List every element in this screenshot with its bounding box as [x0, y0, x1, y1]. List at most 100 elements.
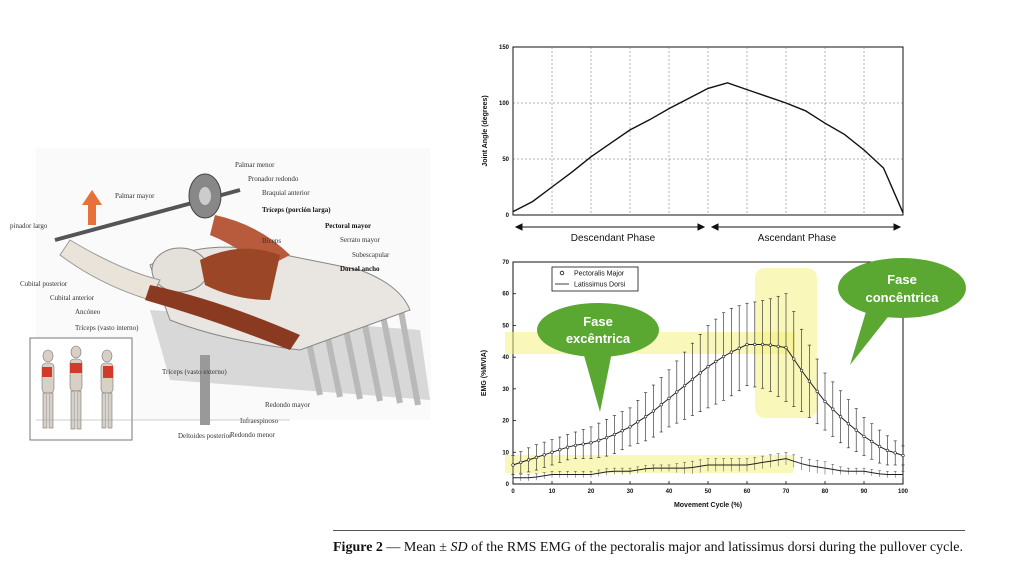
emg-xtick-label: 0 — [511, 489, 515, 495]
caption-prefix: Figure 2 — [333, 540, 383, 555]
pectoralis-point — [737, 346, 741, 350]
joint-angle-ytick-label: 150 — [499, 45, 510, 51]
caption-text: — Mean ± — [382, 540, 451, 555]
pectoralis-point — [760, 342, 765, 347]
pectoralis-point — [862, 434, 866, 439]
emg-ytick-label: 60 — [502, 292, 509, 298]
emg-xtick-label: 80 — [822, 489, 829, 495]
emg-xtick-label: 60 — [744, 489, 751, 495]
pectoralis-point — [558, 448, 562, 452]
pectoralis-point — [815, 389, 819, 393]
anatomy-label-right: Dorsal ancho — [340, 265, 380, 273]
emg-legend: Pectoralis Major Latissimus Dorsi — [551, 266, 639, 292]
pectoralis-point — [667, 396, 671, 400]
legend-label-pectoralis: Pectoralis Major — [574, 271, 625, 278]
pectoralis-point — [620, 429, 624, 433]
pectoralis-point — [831, 407, 835, 411]
pectoralis-point — [581, 442, 585, 446]
caption-rule — [333, 530, 965, 531]
emg-ytick-label: 30 — [502, 387, 509, 393]
emg-xticks: 0 10 20 30 40 50 60 70 80 90 100 — [511, 481, 909, 495]
joint-angle-ylabel: Joint Angle (degrees) — [482, 95, 489, 166]
anatomy-label-right: Palmar menor — [235, 161, 275, 169]
bench-leg — [200, 355, 210, 425]
emg-xtick-label: 70 — [783, 489, 790, 495]
pectoralis-point — [885, 448, 890, 452]
pectoralis-point — [753, 342, 757, 347]
caption-sd: SD — [450, 540, 468, 555]
joint-angle-line — [512, 82, 904, 214]
pectoralis-point — [823, 399, 827, 404]
emg-xtick-label: 10 — [549, 489, 556, 495]
anatomy-label-right: Braquial anterior — [262, 189, 310, 197]
anatomy-label-left: Tríceps (vasto interno) — [75, 324, 139, 332]
pectoralis-point — [526, 458, 531, 462]
emg-ytick-label: 40 — [502, 355, 509, 361]
pectoralis-point — [745, 342, 749, 347]
pectoralis-point — [643, 415, 648, 419]
emg-ytick-label: 10 — [502, 450, 509, 456]
pectoralis-point — [550, 450, 554, 454]
anatomy-labels-left: Palmar mayor pinador largo Cubital posteri… — [10, 192, 232, 440]
pectoralis-point — [714, 359, 718, 364]
concentric-bubble-text-2: concêntrica — [866, 290, 940, 305]
pectoralis-point — [612, 432, 617, 437]
pectoralis-point — [565, 445, 570, 449]
anatomy-labels-right: Palmar menor Pronador redondo Braquial ant… — [230, 161, 390, 439]
pectoralis-point — [675, 390, 679, 394]
pectoralis-point — [636, 420, 640, 424]
pectoralis-markers — [511, 342, 905, 467]
pectoralis-point — [784, 346, 788, 350]
pectoralis-point — [690, 377, 695, 381]
latissimus-line — [513, 458, 903, 479]
eccentric-bubble-text: Fase — [583, 314, 613, 329]
emg-ytick-label: 20 — [502, 419, 509, 425]
pectoralis-point — [776, 344, 780, 348]
ascendant-phase-label: Ascendant Phase — [758, 233, 837, 244]
concentric-bubble-body — [838, 258, 966, 318]
barbell-hub — [199, 187, 211, 205]
pectoralis-point — [838, 415, 843, 419]
emg-yticks: 0 10 20 30 40 50 60 70 — [502, 260, 516, 488]
pectoralis-point — [542, 453, 546, 457]
emg-ytick-label: 50 — [502, 323, 509, 329]
head — [151, 247, 209, 293]
pectoralis-point — [604, 436, 609, 440]
eccentric-bubble-text-2: excêntrica — [566, 331, 631, 346]
anatomy-label-left: Cubital anterior — [50, 294, 95, 302]
anatomy-label-left: Ancóneo — [75, 308, 101, 316]
eccentric-bubble: Fase excêntrica — [537, 303, 659, 412]
pectoralis-point — [651, 409, 656, 413]
pectoralis-point — [628, 425, 632, 429]
pectoralis-point — [721, 354, 726, 359]
anatomy-label-right: Bíceps — [262, 237, 281, 245]
up-arrow-icon — [82, 190, 102, 225]
joint-angle-ytick-label: 0 — [506, 213, 510, 219]
anatomy-label-right: Pectoral mayor — [325, 222, 371, 230]
concentric-bubble-text: Fase — [887, 272, 917, 287]
anatomy-label-right: Pronador redondo — [248, 175, 299, 183]
emg-ytick-label: 70 — [502, 260, 509, 266]
joint-angle-yticks: 0 50 100 150 — [499, 45, 510, 219]
pectoralis-point — [729, 350, 734, 354]
pectoralis-point — [597, 438, 601, 442]
pectoralis-point — [659, 403, 663, 407]
figure-caption: Figure 2 — Mean ± SD of the RMS EMG of t… — [333, 540, 973, 556]
joint-angle-chart: 0 50 100 150 Joint Angle (degrees) Descenda… — [482, 45, 904, 244]
concentric-bubble: Fase concêntrica — [838, 258, 966, 365]
anatomy-label-right: Serrato mayor — [340, 236, 381, 244]
pectoralis-point — [573, 443, 578, 447]
descendant-phase-label: Descendant Phase — [571, 233, 656, 244]
pectoralis-point — [877, 444, 882, 449]
muscle-pectoral — [200, 248, 280, 300]
anatomy-illustration: Palmar mayor pinador largo Cubital posteri… — [10, 148, 431, 441]
joint-angle-ytick-label: 100 — [499, 101, 510, 107]
emg-ytick-label: 0 — [506, 482, 510, 488]
anatomy-label-right: Redondo menor — [230, 431, 276, 439]
emg-xtick-label: 20 — [588, 489, 595, 495]
eccentric-bubble-tail — [583, 352, 612, 412]
caption-rest: of the RMS EMG of the pectoralis major a… — [467, 540, 963, 555]
phase-arrows — [514, 223, 902, 231]
joint-angle-ytick-label: 50 — [502, 157, 509, 163]
